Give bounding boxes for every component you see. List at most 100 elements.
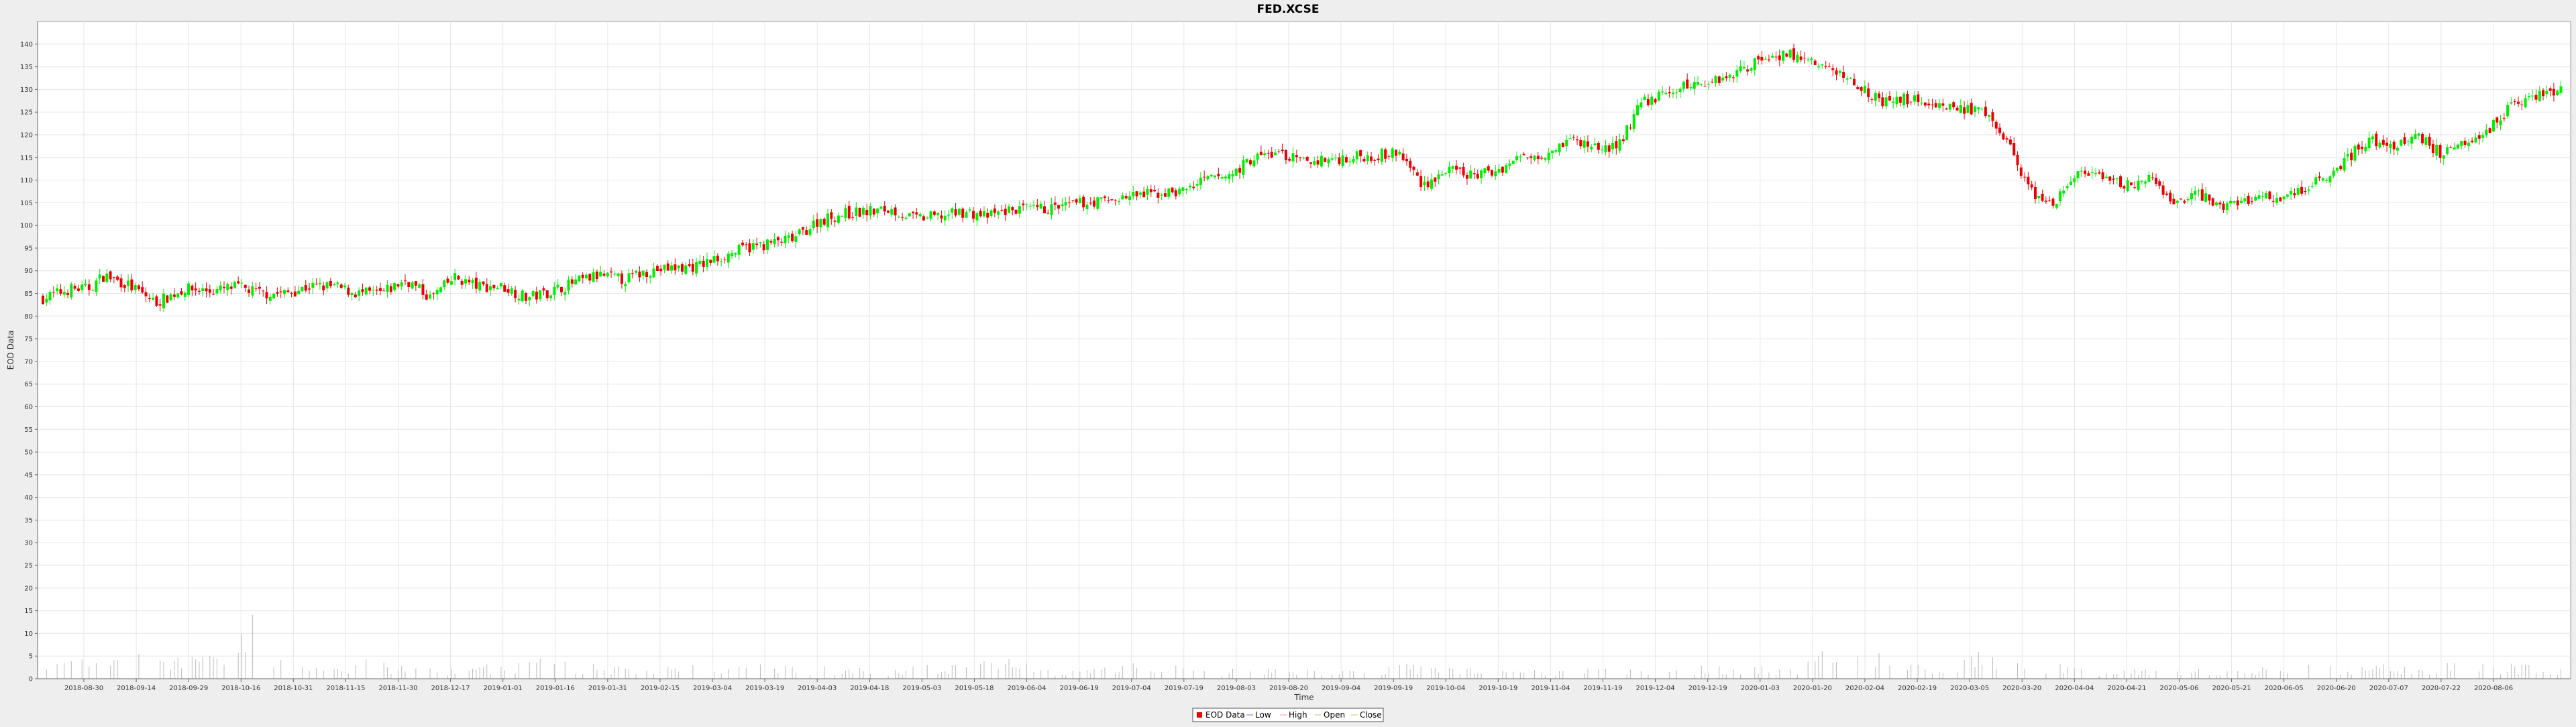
candle-body bbox=[2467, 142, 2470, 146]
candle-body bbox=[755, 243, 759, 245]
candle-body bbox=[1299, 157, 1302, 158]
candles bbox=[42, 43, 2563, 313]
candle-body bbox=[535, 291, 538, 300]
y-tick-label: 130 bbox=[20, 87, 33, 94]
candle-body bbox=[784, 235, 787, 243]
candle-body bbox=[712, 256, 716, 263]
candle-body bbox=[798, 229, 801, 235]
candle-body bbox=[2367, 137, 2371, 148]
candle-body bbox=[2282, 197, 2286, 200]
candle-body bbox=[2400, 139, 2403, 146]
y-tick-label: 40 bbox=[24, 494, 33, 502]
candle-body bbox=[2552, 89, 2555, 96]
candle-body bbox=[592, 272, 595, 282]
candle-body bbox=[449, 281, 453, 285]
candle-body bbox=[382, 290, 386, 292]
candle-body bbox=[2261, 196, 2264, 197]
candle-body bbox=[1153, 190, 1157, 192]
candle-body bbox=[2151, 177, 2154, 178]
candle-body bbox=[1881, 97, 1884, 107]
candle-body bbox=[2531, 95, 2534, 97]
candle-body bbox=[574, 279, 578, 285]
candle-body bbox=[855, 207, 858, 216]
candle-body bbox=[1355, 151, 1358, 160]
candle-body bbox=[1344, 157, 1348, 163]
candle-body bbox=[1320, 156, 1323, 167]
candle-body bbox=[695, 262, 698, 274]
candle-body bbox=[1821, 64, 1824, 66]
candle-body bbox=[1238, 168, 1242, 173]
candle-body bbox=[1263, 153, 1267, 156]
candle-body bbox=[2513, 101, 2516, 102]
candle-body bbox=[1835, 70, 1838, 75]
y-tick-label: 140 bbox=[20, 41, 33, 48]
candle-body bbox=[1338, 157, 1341, 164]
candle-body bbox=[1316, 160, 1320, 165]
candle-body bbox=[702, 260, 705, 267]
candle-body bbox=[1742, 66, 1746, 68]
x-tick-label: 2020-03-20 bbox=[2002, 685, 2041, 692]
candle-body bbox=[2008, 139, 2012, 145]
candle-body bbox=[499, 283, 502, 287]
candle-body bbox=[936, 213, 940, 215]
x-tick-label: 2019-12-04 bbox=[1636, 685, 1675, 692]
candle-body bbox=[1508, 163, 1511, 166]
candle-body bbox=[1046, 213, 1050, 214]
candle-body bbox=[1618, 139, 1621, 151]
x-tick-label: 2019-03-19 bbox=[745, 685, 784, 692]
candle-body bbox=[2559, 86, 2563, 93]
x-tick-label: 2020-02-19 bbox=[1898, 685, 1937, 692]
candle-body bbox=[2371, 136, 2374, 139]
candle-body bbox=[1561, 143, 1564, 148]
x-tick-label: 2018-12-17 bbox=[431, 685, 470, 692]
y-tick-label: 20 bbox=[24, 585, 33, 592]
candle-body bbox=[1387, 156, 1391, 157]
candle-body bbox=[1582, 140, 1586, 148]
candle-body bbox=[73, 286, 76, 289]
candle-body bbox=[680, 264, 684, 272]
candle-body bbox=[627, 273, 631, 282]
candle-body bbox=[1476, 174, 1479, 179]
candle-body bbox=[904, 217, 908, 219]
candle-body bbox=[130, 279, 133, 290]
candle-body bbox=[506, 289, 510, 293]
candle-body bbox=[858, 208, 861, 217]
candle-body bbox=[912, 211, 915, 213]
candle-body bbox=[350, 292, 354, 296]
candle-body bbox=[734, 253, 737, 255]
candle-body bbox=[1128, 196, 1131, 201]
candle-body bbox=[2556, 90, 2559, 95]
candle-body bbox=[1309, 162, 1312, 164]
candle-body bbox=[411, 282, 414, 289]
x-tick-label: 2019-10-04 bbox=[1426, 685, 1465, 692]
candle-body bbox=[1415, 172, 1419, 176]
plot-area bbox=[37, 21, 2571, 679]
x-tick-label: 2019-07-04 bbox=[1112, 685, 1151, 692]
candle-body bbox=[2516, 101, 2520, 104]
candle-body bbox=[2094, 172, 2097, 174]
candle-body bbox=[2200, 189, 2204, 201]
candle-body bbox=[2357, 144, 2360, 150]
candle-body bbox=[2271, 201, 2275, 202]
x-tick-label: 2019-08-03 bbox=[1217, 685, 1256, 692]
candle-body bbox=[2027, 176, 2030, 184]
candle-body bbox=[1000, 209, 1004, 211]
candle-body bbox=[1281, 150, 1284, 152]
y-tick-label: 95 bbox=[24, 245, 33, 252]
candle-body bbox=[961, 209, 965, 218]
candle-body bbox=[492, 284, 496, 288]
candle-body bbox=[1650, 96, 1654, 105]
candle-body bbox=[2161, 185, 2165, 195]
candle-body bbox=[80, 284, 84, 290]
legend: EOD Data Low High Open Close bbox=[1192, 708, 1384, 722]
candle-body bbox=[2300, 186, 2304, 194]
candle-body bbox=[1096, 197, 1099, 209]
candle-body bbox=[872, 209, 875, 215]
candle-body bbox=[119, 278, 123, 288]
candle-body bbox=[339, 284, 343, 288]
candle-body bbox=[1064, 202, 1067, 206]
candle-body bbox=[76, 288, 80, 291]
candle-body bbox=[570, 279, 574, 284]
candle-body bbox=[1199, 177, 1202, 185]
